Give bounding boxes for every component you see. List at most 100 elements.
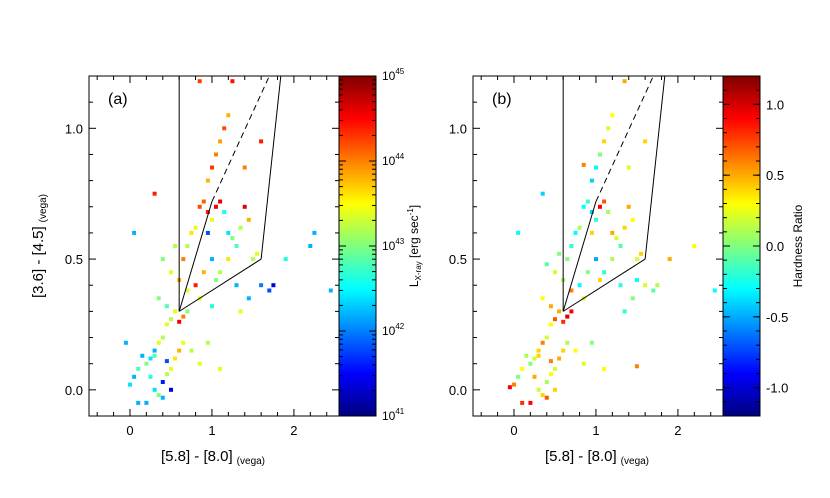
panel-a-colorbar-label: LX-ray [erg sec-1] bbox=[406, 205, 423, 287]
panel-a-data-point bbox=[156, 296, 161, 301]
panel-a-data-point bbox=[234, 283, 239, 288]
panel-a-data-point bbox=[181, 314, 186, 319]
panel-b-data-point bbox=[540, 296, 545, 301]
panel-b-ticks: 0 1 2 0.0 0.5 1.0 bbox=[449, 75, 723, 438]
panel-b-data-point bbox=[553, 387, 557, 392]
panel-b-x-axis-label: [5.8] - [8.0] (vega) bbox=[545, 448, 649, 467]
panel-a-data-point bbox=[144, 361, 149, 366]
panel-b-data-point bbox=[643, 283, 648, 288]
panel-a-data-point bbox=[193, 225, 198, 230]
panel-a-wedge-lower-edge bbox=[178, 258, 262, 312]
panel-b-frame bbox=[472, 75, 724, 417]
panel-b-data-point bbox=[598, 278, 602, 282]
panel-a-data-point bbox=[185, 309, 190, 314]
panel-a-data-point bbox=[210, 304, 214, 309]
panel-a-data-point bbox=[164, 372, 169, 377]
panel-b-data-point bbox=[553, 317, 557, 322]
panel-a-data-point bbox=[226, 230, 231, 235]
panel-b-data-point bbox=[512, 382, 516, 387]
panel-a-data-point bbox=[193, 283, 198, 288]
panel-a-colorbar-label-unit: [erg sec bbox=[407, 215, 421, 261]
panel-b-wedge-right-edge bbox=[644, 75, 666, 260]
panel-a-x-axis-label-main: [5.8] - [8.0] bbox=[161, 448, 233, 465]
panel-a-y-tick-label: 1.0 bbox=[65, 121, 83, 136]
panel-a-data-point bbox=[132, 230, 137, 235]
panel-b-data-point bbox=[569, 309, 574, 314]
panel-b-y-tick-label: 0.5 bbox=[449, 252, 467, 267]
panel-a-y-tick-label: 0.0 bbox=[65, 383, 83, 398]
panel-a-data-point bbox=[177, 319, 182, 324]
panel-b-data-point bbox=[585, 199, 590, 204]
panel-a-data-point bbox=[152, 348, 157, 353]
panel-a-data-point bbox=[160, 395, 165, 400]
panel-b-data-point bbox=[598, 152, 602, 157]
panel-a-data-point bbox=[136, 366, 141, 371]
panel-b-data-point bbox=[602, 139, 607, 144]
panel-b-data-point bbox=[610, 230, 615, 235]
panel-a-data-point bbox=[312, 230, 317, 235]
panel-b: 0 1 2 0.0 0.5 1.0 (b) [5.8] - [8.0] (vega) -1.… bbox=[449, 75, 805, 467]
panel-a-data-point bbox=[140, 353, 145, 358]
panel-b-data-point bbox=[581, 162, 586, 167]
panel-a-data-point bbox=[189, 230, 194, 235]
panel-a-data-point bbox=[205, 178, 210, 183]
panel-b-colorbar-tick-label: 1.0 bbox=[766, 97, 784, 112]
panel-b-data-point bbox=[528, 400, 533, 405]
panel-a-data-point bbox=[218, 139, 223, 144]
panel-a-label: (a) bbox=[108, 91, 128, 108]
panel-b-data-point bbox=[577, 283, 582, 288]
panel-b-data-point bbox=[569, 244, 574, 248]
panel-b-data-point bbox=[634, 364, 639, 369]
panel-b-x-axis-label-main: [5.8] - [8.0] bbox=[545, 448, 617, 465]
panel-b-data-point bbox=[622, 79, 627, 84]
panel-a-colorbar-tick-label: 1042 bbox=[382, 322, 405, 338]
panel-b-data-point bbox=[598, 204, 602, 209]
panel-b-data-point bbox=[602, 199, 607, 204]
panel-b-data-point bbox=[557, 356, 562, 361]
panel-b-data-point bbox=[589, 210, 594, 214]
panel-b-y-tick-label: 0.0 bbox=[449, 383, 467, 398]
panel-a-wedge-diagonal-solid bbox=[178, 201, 213, 312]
panel-a-data-point bbox=[205, 230, 210, 235]
panel-b-data-point bbox=[581, 204, 586, 209]
panel-a-colorbar-ticks: 1041 1042 1043 1044 1045 bbox=[339, 67, 405, 423]
panel-a-data-point bbox=[222, 210, 227, 214]
panel-a-data-point bbox=[242, 165, 247, 170]
panel-b-data-point bbox=[548, 359, 553, 364]
panel-a-x-tick-label: 2 bbox=[290, 423, 297, 438]
panel-a-data-point bbox=[164, 304, 169, 309]
panel-a-data-point bbox=[205, 340, 210, 345]
panel-b-points bbox=[507, 79, 717, 405]
panel-a-data-point bbox=[218, 270, 223, 275]
panel-b-data-point bbox=[589, 178, 594, 183]
panel-a-wedge-right-edge bbox=[260, 75, 282, 260]
panel-b-data-point bbox=[573, 230, 578, 235]
panel-b-data-point bbox=[516, 230, 521, 235]
panel-b-data-point bbox=[606, 126, 611, 131]
panel-b-wedge-diagonal-solid bbox=[562, 201, 597, 312]
panel-b-data-point bbox=[626, 165, 631, 170]
panel-a-data-point bbox=[132, 374, 137, 379]
panel-a-wedge-diagonal-dashed bbox=[211, 75, 270, 202]
panel-b-data-point bbox=[610, 257, 615, 262]
panel-b-data-point bbox=[589, 340, 594, 345]
panel-b-data-point bbox=[602, 366, 607, 371]
panel-b-data-point bbox=[634, 257, 639, 262]
panel-b-label: (b) bbox=[492, 91, 512, 108]
panel-b-x-tick-label: 0 bbox=[510, 423, 517, 438]
panel-a-data-point bbox=[160, 257, 165, 262]
panel-a-data-point bbox=[144, 400, 149, 405]
panel-b-wedge-lower-edge bbox=[562, 258, 646, 312]
panel-b-data-point bbox=[524, 353, 529, 358]
panel-b-data-point bbox=[594, 257, 598, 262]
panel-b-data-point bbox=[544, 335, 549, 340]
panel-a-data-point bbox=[222, 126, 227, 131]
panel-a-data-point bbox=[169, 270, 173, 275]
panel-b-wedge bbox=[562, 75, 666, 312]
panel-a-data-point bbox=[152, 353, 157, 358]
panel-a-data-point bbox=[152, 191, 157, 196]
panel-b-data-point bbox=[536, 387, 541, 392]
panel-a-data-point bbox=[169, 317, 173, 322]
panel-a-colorbar-label-exp: -1 bbox=[406, 208, 415, 216]
panel-b-data-point bbox=[561, 319, 566, 324]
